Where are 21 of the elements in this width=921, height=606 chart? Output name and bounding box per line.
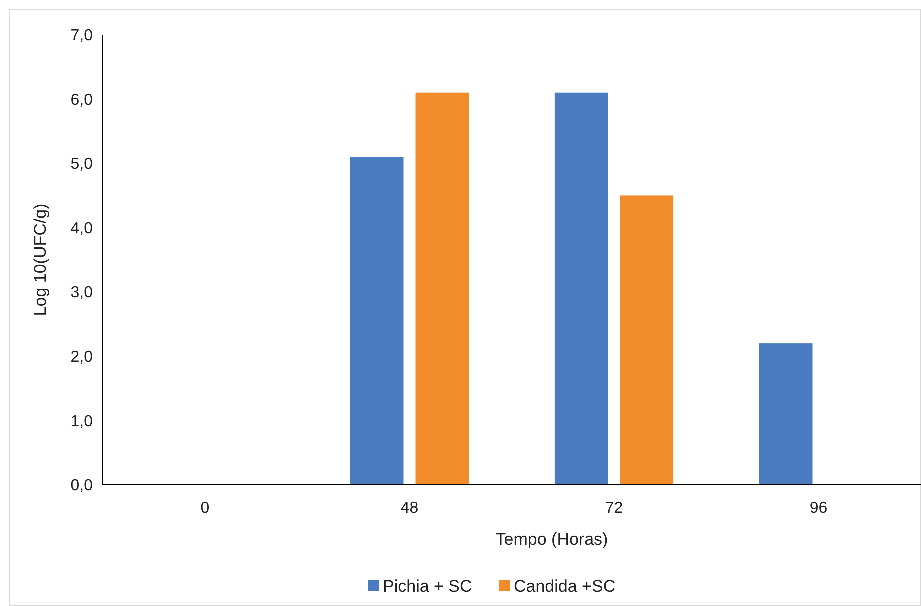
y-tick-label: 2,0 (70, 349, 94, 366)
bar (350, 157, 404, 485)
legend-label: Candida +SC (514, 576, 616, 596)
y-tick-label: 5,0 (70, 156, 94, 174)
bar (759, 344, 813, 485)
y-tick-label: 0,0 (70, 478, 94, 495)
y-axis-title: Log 10(UFC/g) (31, 204, 50, 316)
x-tick-label: 0 (200, 500, 210, 517)
y-tick-label: 3,0 (70, 284, 94, 302)
y-tick-label: 7,0 (70, 28, 94, 45)
x-tick-label: 72 (605, 500, 624, 517)
y-tick-label: 4,0 (70, 220, 94, 238)
x-axis-title: Tempo (Horas) (496, 530, 608, 549)
x-tick-label: 48 (400, 500, 419, 517)
legend-label: Pichia + SC (383, 576, 472, 596)
bar (416, 92, 470, 485)
y-tick-label: 1,0 (70, 413, 94, 430)
y-tick-label: 6,0 (70, 92, 94, 109)
x-tick-label: 96 (810, 500, 828, 517)
bar (620, 196, 674, 485)
bar (554, 92, 608, 485)
